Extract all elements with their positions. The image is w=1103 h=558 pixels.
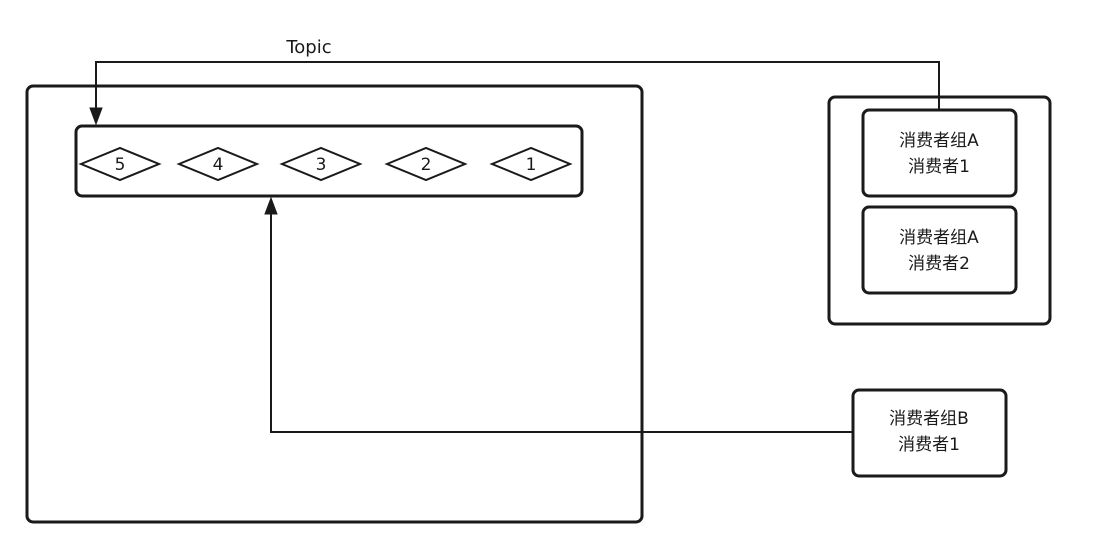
consumer-a1-name-label: 消费者1 — [908, 157, 970, 177]
consumer-b1-name-label: 消费者1 — [898, 435, 960, 455]
message-4: 4 — [176, 146, 260, 182]
message-diamond — [489, 146, 573, 182]
consumer-b1-node: 消费者组B 消费者1 — [851, 388, 1008, 478]
topic-container — [25, 84, 644, 524]
consumer-a1-box — [861, 108, 1018, 198]
consumer-b1-box — [851, 388, 1008, 478]
message-diamond — [78, 146, 162, 182]
message-5: 5 — [78, 146, 162, 182]
consumer-a2-group-label: 消费者组A — [899, 228, 979, 248]
edge-group-a-to-message-5 — [95, 61, 940, 110]
arrowhead-message-5 — [89, 107, 103, 126]
message-label: 5 — [115, 155, 126, 175]
message-label: 2 — [421, 155, 432, 175]
consumer-a2-name-label: 消费者2 — [908, 254, 970, 274]
consumer-a1-group-label: 消费者组A — [899, 131, 979, 151]
consumer-a2-box — [861, 205, 1018, 295]
consumer-a1-node: 消费者组A 消费者1 — [861, 108, 1018, 198]
message-diamond — [176, 146, 260, 182]
message-diamond — [384, 146, 468, 182]
consumer-b1-group-label: 消费者组B — [889, 409, 969, 429]
message-label: 3 — [316, 155, 327, 175]
edge-group-b-to-message-4 — [270, 212, 853, 433]
message-1: 1 — [489, 146, 573, 182]
message-diamond — [279, 146, 363, 182]
arrowhead-message-4 — [264, 196, 278, 215]
consumer-a2-node: 消费者组A 消费者2 — [861, 205, 1018, 295]
message-queue — [74, 124, 584, 198]
message-2: 2 — [384, 146, 468, 182]
message-label: 4 — [213, 155, 224, 175]
message-3: 3 — [279, 146, 363, 182]
topic-label: Topic — [285, 37, 331, 58]
message-label: 1 — [526, 155, 537, 175]
